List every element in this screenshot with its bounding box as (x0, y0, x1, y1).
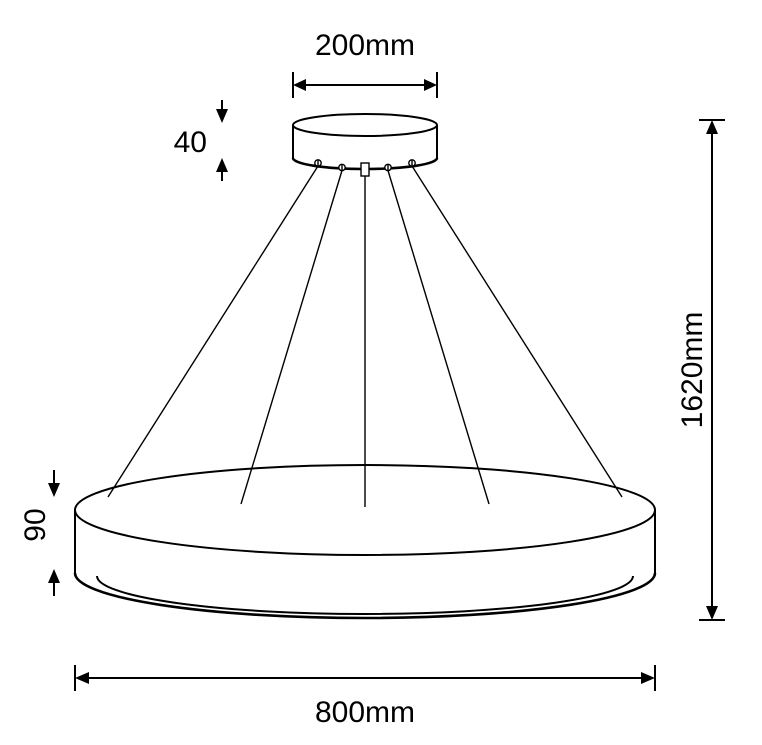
dim-canopy-width: 200mm (293, 29, 437, 98)
center-stem (361, 163, 369, 176)
dim-canopy-width-label: 200mm (315, 29, 415, 62)
dim-ring-height: 90 (19, 470, 60, 596)
canopy (293, 114, 437, 169)
dim-canopy-height-label: 40 (174, 126, 207, 159)
dim-total-height-label: 1620mm (676, 312, 709, 429)
suspension-cables (108, 166, 622, 507)
dim-ring-height-label: 90 (19, 508, 52, 541)
dim-canopy-height: 40 (174, 100, 228, 181)
lamp-diagram: 200mm 40 90 1620mm 800mm (0, 0, 762, 745)
dim-total-height: 1620mm (676, 120, 725, 620)
dim-ring-diameter-label: 800mm (315, 696, 415, 729)
dim-ring-diameter: 800mm (75, 665, 655, 729)
